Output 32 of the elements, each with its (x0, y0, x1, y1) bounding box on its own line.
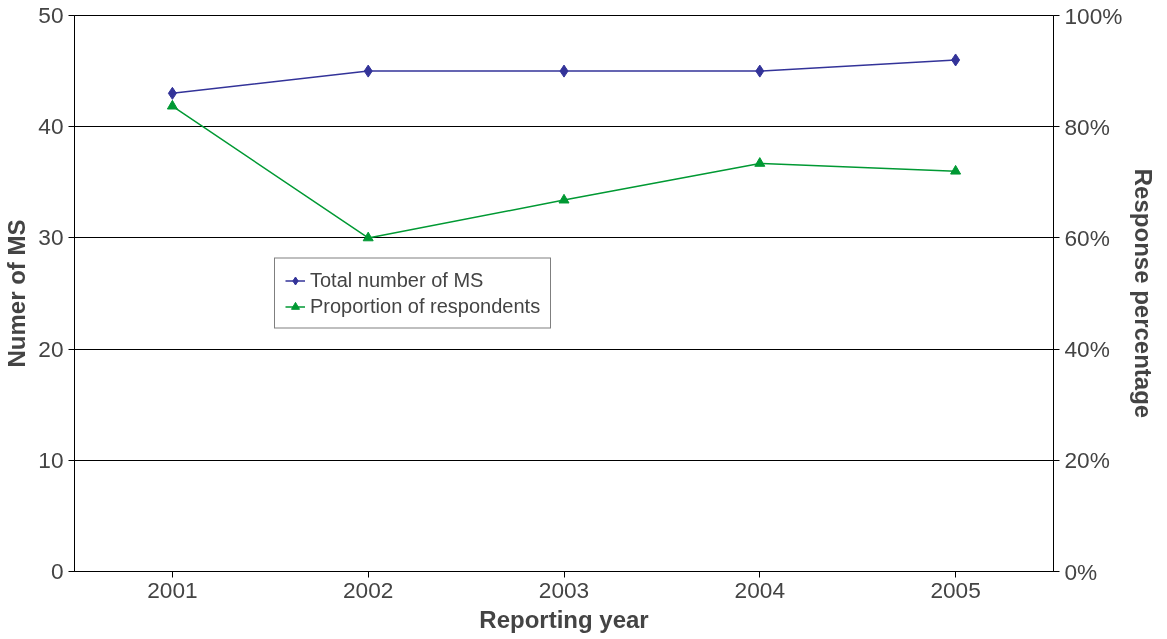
x-tick-label: 2003 (538, 576, 590, 603)
y-tick-label: 0 (50, 558, 64, 584)
y2-tick-label: 20% (1064, 447, 1110, 474)
point (755, 64, 765, 78)
y-tick-label: 40 (38, 113, 64, 140)
x-tick-label: 2002 (343, 576, 394, 603)
y2-tick-label: 0% (1064, 558, 1098, 585)
y-tick-label: 30 (38, 224, 64, 251)
point (754, 157, 766, 167)
y-tick-label: 50 (38, 2, 64, 28)
point (363, 64, 373, 78)
y2-tick-label: 60% (1064, 224, 1110, 251)
y2-axis-title: Response percentage (1130, 168, 1158, 419)
point (166, 99, 178, 110)
y2-tick-label: 100% (1064, 2, 1123, 29)
point (950, 164, 962, 175)
legend-label: Total number of MS (310, 268, 484, 292)
legend-label: Proportion of respondents (310, 294, 541, 318)
y-axis-title: Numer of MS (3, 219, 31, 368)
point (559, 64, 569, 78)
x-axis-title: Reporting year (479, 605, 649, 633)
point (362, 231, 374, 242)
point (167, 86, 177, 100)
y2-tick-label: 80% (1064, 113, 1110, 140)
x-tick-label: 2005 (930, 576, 981, 603)
y2-tick-label: 40% (1064, 336, 1110, 363)
x-tick-label: 2004 (734, 576, 786, 603)
point (951, 53, 961, 67)
x-tick-label: 2001 (147, 576, 198, 603)
y-tick-label: 10 (38, 446, 64, 473)
y-tick-label: 20 (38, 335, 64, 362)
point (558, 193, 570, 204)
